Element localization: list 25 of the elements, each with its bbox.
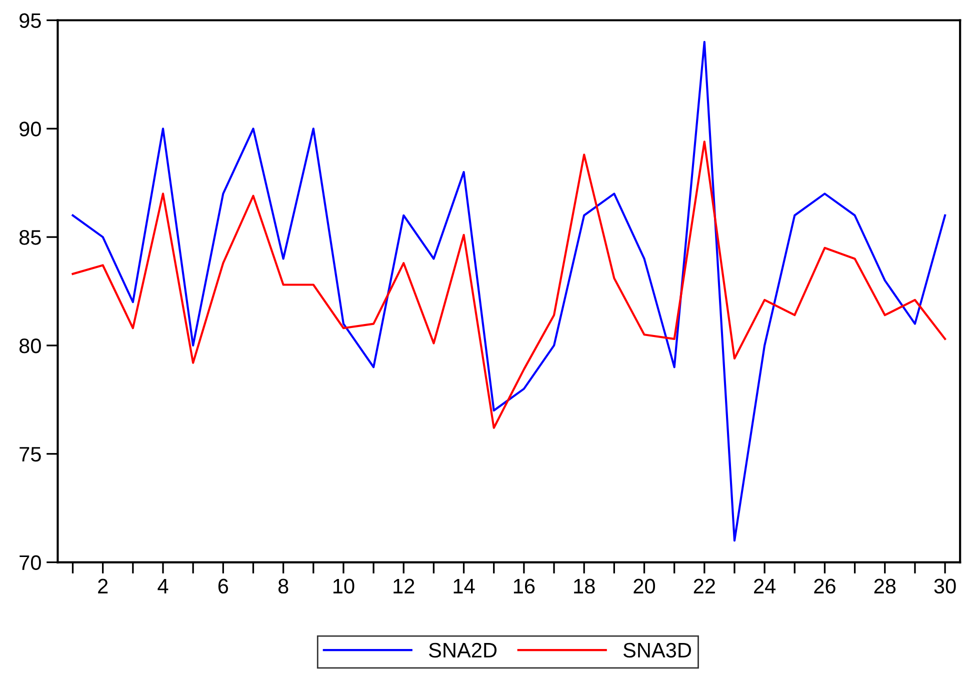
x-tick-label: 20 <box>634 578 656 594</box>
x-tick-label: 18 <box>574 578 595 594</box>
x-tick-label: 12 <box>394 578 414 594</box>
line-series <box>72 40 946 542</box>
y-tick-label: 70 <box>20 555 41 570</box>
y-tick-label: 90 <box>20 122 41 136</box>
line-series <box>72 140 946 429</box>
x-tick-label: 16 <box>514 578 535 594</box>
legend-label: SNA2D <box>428 642 497 658</box>
x-tick-label: 8 <box>278 578 288 594</box>
y-tick-label: 75 <box>20 447 41 462</box>
x-tick-label: 28 <box>874 578 896 594</box>
x-tick-label: 26 <box>814 578 836 594</box>
x-tick-label: 4 <box>158 579 168 594</box>
x-tick-label: 30 <box>934 578 956 594</box>
legend-label: SNA3D <box>623 642 691 658</box>
x-tick-label: 2 <box>98 578 108 594</box>
x-tick-label: 10 <box>333 578 354 594</box>
x-tick-label: 6 <box>218 578 228 594</box>
y-tick-label: 85 <box>19 230 41 245</box>
y-tick-label: 95 <box>20 13 41 28</box>
x-tick-label: 24 <box>754 578 776 594</box>
x-tick-label: 22 <box>694 578 715 594</box>
y-tick-label: 80 <box>19 338 41 354</box>
x-tick-label: 14 <box>454 579 475 594</box>
